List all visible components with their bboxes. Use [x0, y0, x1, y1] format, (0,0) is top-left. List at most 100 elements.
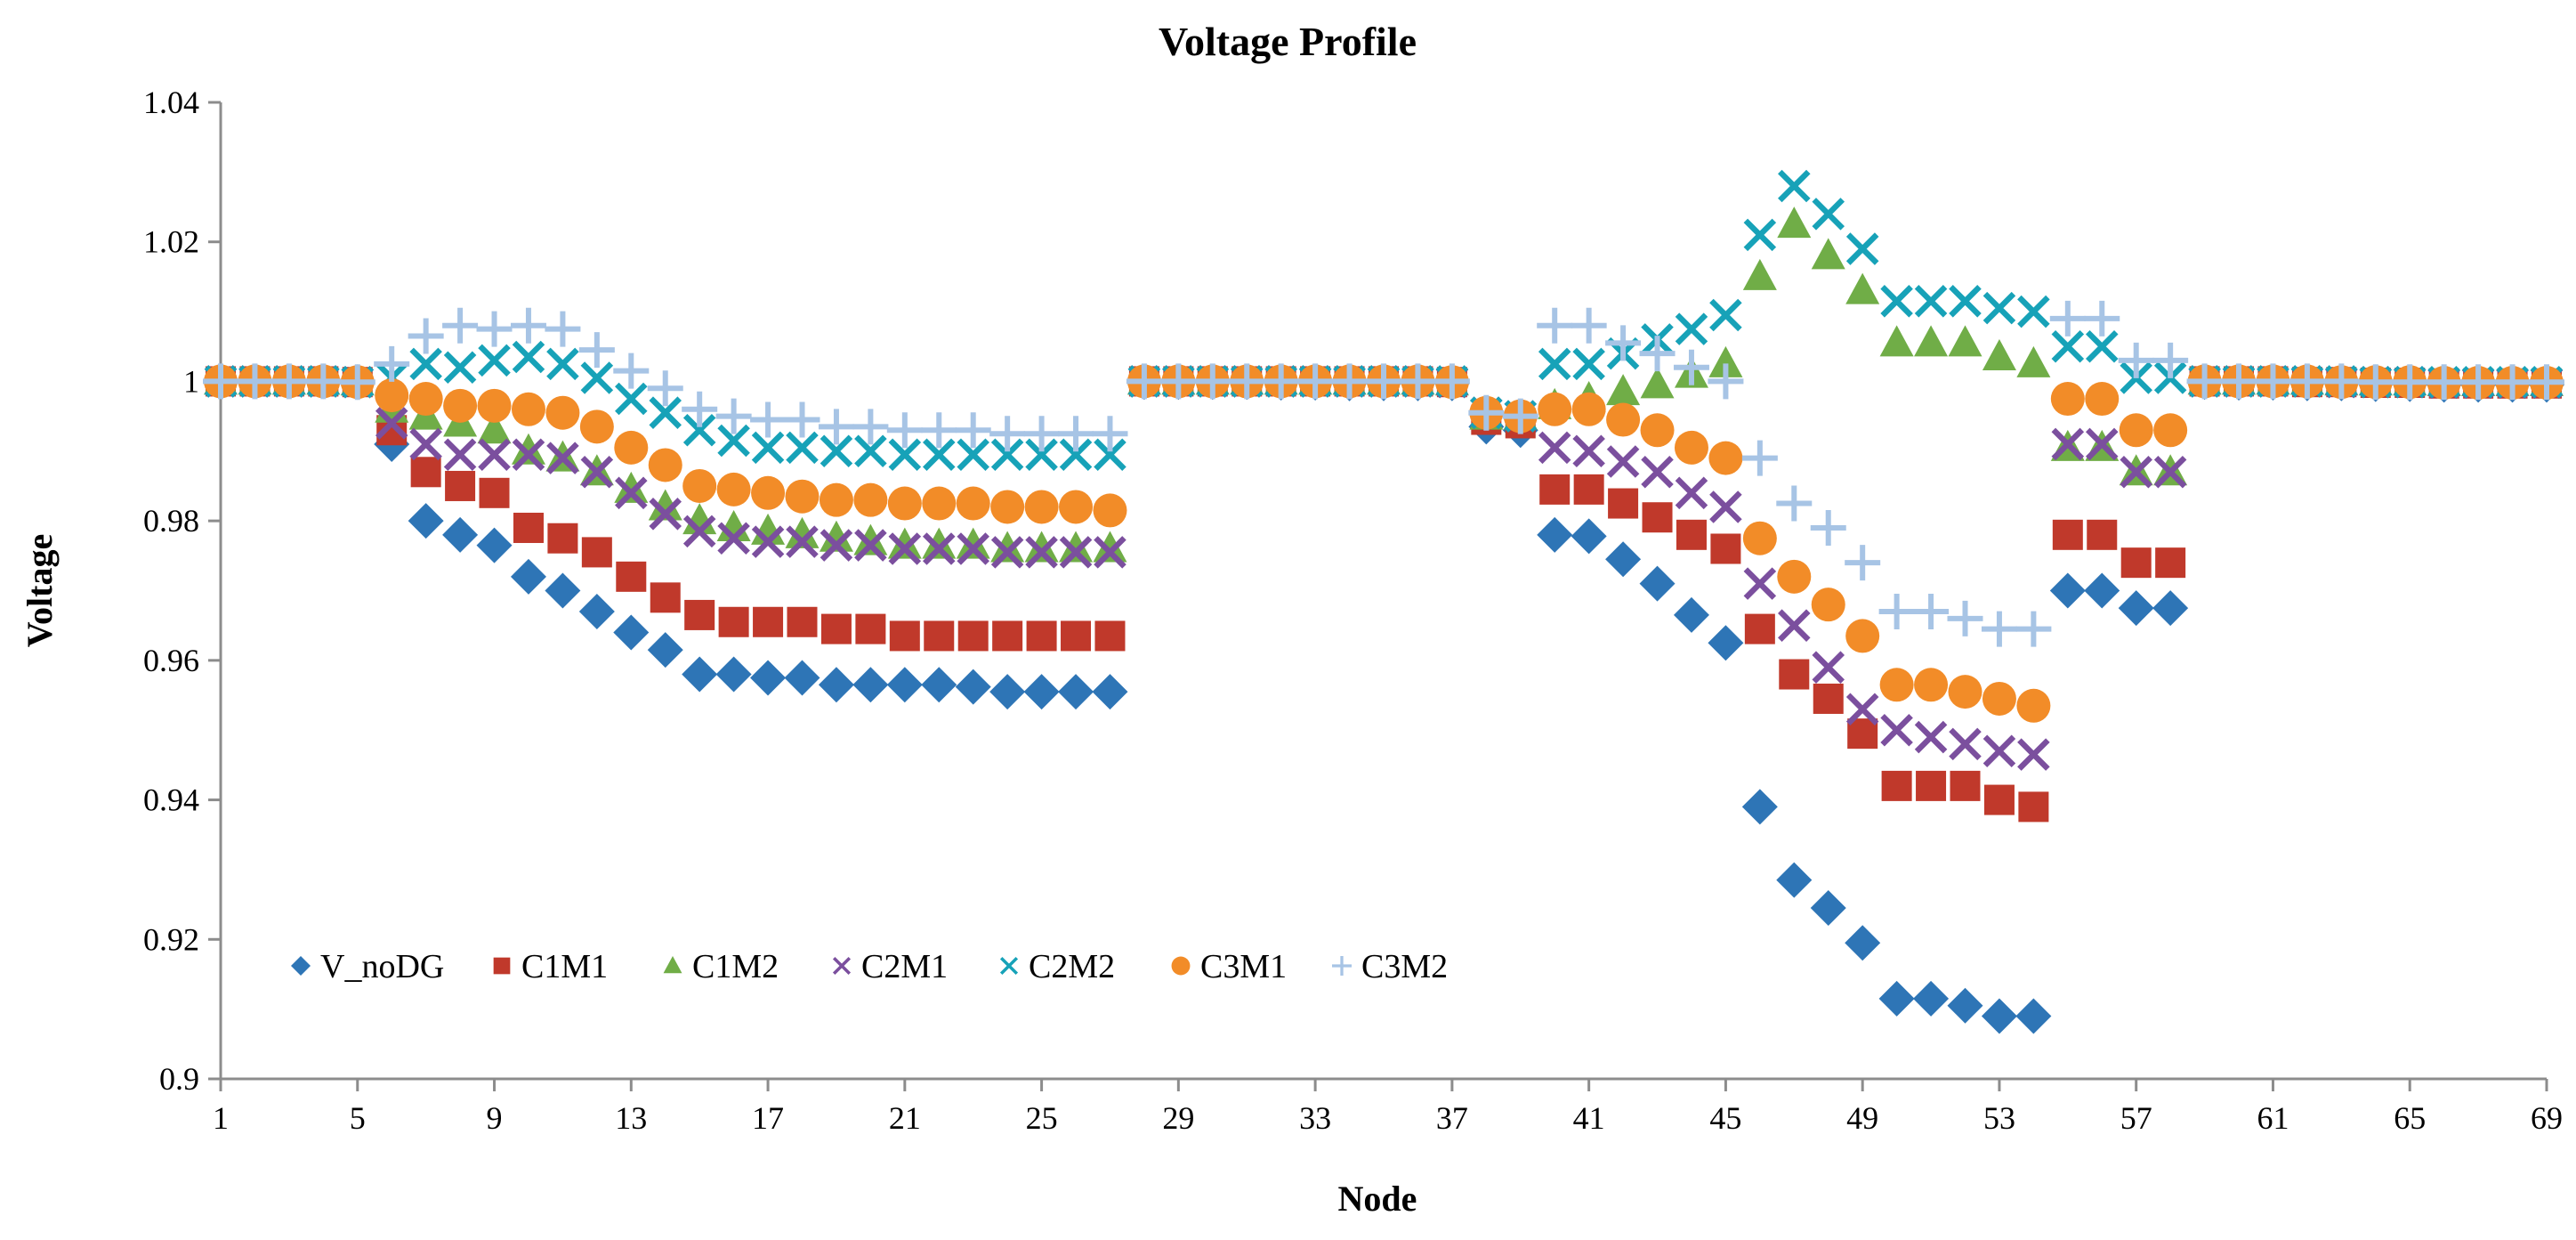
data-point [921, 412, 957, 449]
x-tick-label: 29 [1162, 1100, 1194, 1136]
data-point [510, 307, 546, 344]
data-point [1845, 693, 1879, 725]
data-point [922, 438, 956, 471]
data-point [786, 525, 819, 558]
data-point [956, 527, 990, 559]
data-point [408, 382, 443, 417]
data-point [647, 632, 683, 669]
data-point [1914, 668, 1949, 702]
data-point [2153, 413, 2188, 448]
data-point [2155, 547, 2186, 579]
x-tick-label: 5 [350, 1100, 366, 1136]
data-point [648, 448, 682, 482]
data-point [1845, 272, 1880, 304]
data-point [887, 527, 922, 559]
data-point [1059, 531, 1094, 563]
data-point [1914, 720, 1948, 754]
data-point [1059, 438, 1093, 471]
data-point [1880, 713, 1913, 747]
legend-marker [832, 956, 852, 976]
chart-title: Voltage Profile [1159, 19, 1417, 64]
data-point [1058, 416, 1094, 452]
data-point [1675, 312, 1708, 345]
data-point [751, 525, 785, 558]
data-point [1571, 307, 1607, 344]
data-point [1675, 476, 1708, 510]
data-point [990, 536, 1024, 569]
data-point [1297, 363, 1334, 400]
data-point [2392, 364, 2428, 401]
data-point [545, 395, 580, 430]
data-point [1093, 493, 1127, 528]
data-point [855, 613, 886, 644]
data-point [1776, 862, 1813, 898]
data-point [2255, 363, 2291, 400]
x-tick-label: 53 [1983, 1100, 2015, 1136]
data-point [1949, 727, 1982, 761]
data-point [2289, 363, 2325, 400]
data-point [1981, 611, 2017, 647]
data-point [1982, 291, 2016, 325]
data-point [1913, 980, 1950, 1017]
data-point [1879, 325, 1914, 357]
data-point [2494, 364, 2531, 401]
x-tick-label: 69 [2531, 1100, 2563, 1136]
data-point [1263, 363, 1299, 400]
data-point [989, 416, 1026, 452]
data-point [1024, 490, 1059, 524]
data-point [649, 498, 682, 531]
data-point [2153, 456, 2187, 489]
data-point [1983, 784, 2015, 815]
data-point [1777, 207, 1812, 239]
data-point [1709, 490, 1742, 523]
data-point [924, 620, 955, 652]
data-point [1026, 620, 1057, 652]
data-point [578, 594, 615, 630]
data-point [1676, 519, 1707, 550]
data-point [750, 660, 787, 696]
legend-marker [999, 956, 1019, 976]
data-point [477, 412, 512, 444]
y-tick-label: 0.9 [159, 1061, 199, 1097]
data-point [1059, 490, 1094, 524]
data-point [546, 442, 579, 474]
data-point [889, 620, 920, 652]
y-axis-title: Voltage [20, 534, 60, 647]
data-point [1709, 298, 1742, 332]
x-tick-label: 57 [2120, 1100, 2152, 1136]
data-point [479, 477, 510, 508]
data-point [715, 398, 752, 434]
data-point [786, 431, 819, 465]
data-point [1948, 325, 1982, 357]
data-point [682, 391, 718, 427]
data-point [1812, 651, 1845, 684]
data-point [1880, 285, 1913, 318]
data-point [820, 434, 853, 468]
data-point [1605, 325, 1642, 361]
data-point [955, 669, 991, 705]
data-point [2050, 382, 2085, 417]
data-point [957, 438, 989, 471]
data-point [2120, 456, 2152, 489]
series-c3m2 [203, 300, 2564, 647]
data-point [1468, 394, 1505, 431]
data-point [1061, 620, 1092, 652]
x-tick-label: 1 [213, 1100, 229, 1136]
data-point [1571, 392, 1606, 426]
data-point [1639, 565, 1676, 602]
data-point [886, 412, 923, 449]
data-point [2084, 300, 2120, 336]
data-point [2084, 572, 2120, 609]
data-point [2049, 300, 2086, 336]
y-tick-label: 0.94 [143, 782, 199, 818]
data-point [476, 527, 513, 563]
data-point [237, 363, 273, 400]
data-point [852, 667, 889, 703]
data-point [922, 532, 956, 565]
legend-label: C3M2 [1361, 948, 1448, 985]
data-point [2118, 342, 2154, 378]
data-point [1025, 536, 1058, 569]
data-point [784, 401, 820, 438]
y-tick-label: 1 [183, 363, 199, 399]
x-tick-label: 41 [1573, 1100, 1605, 1136]
